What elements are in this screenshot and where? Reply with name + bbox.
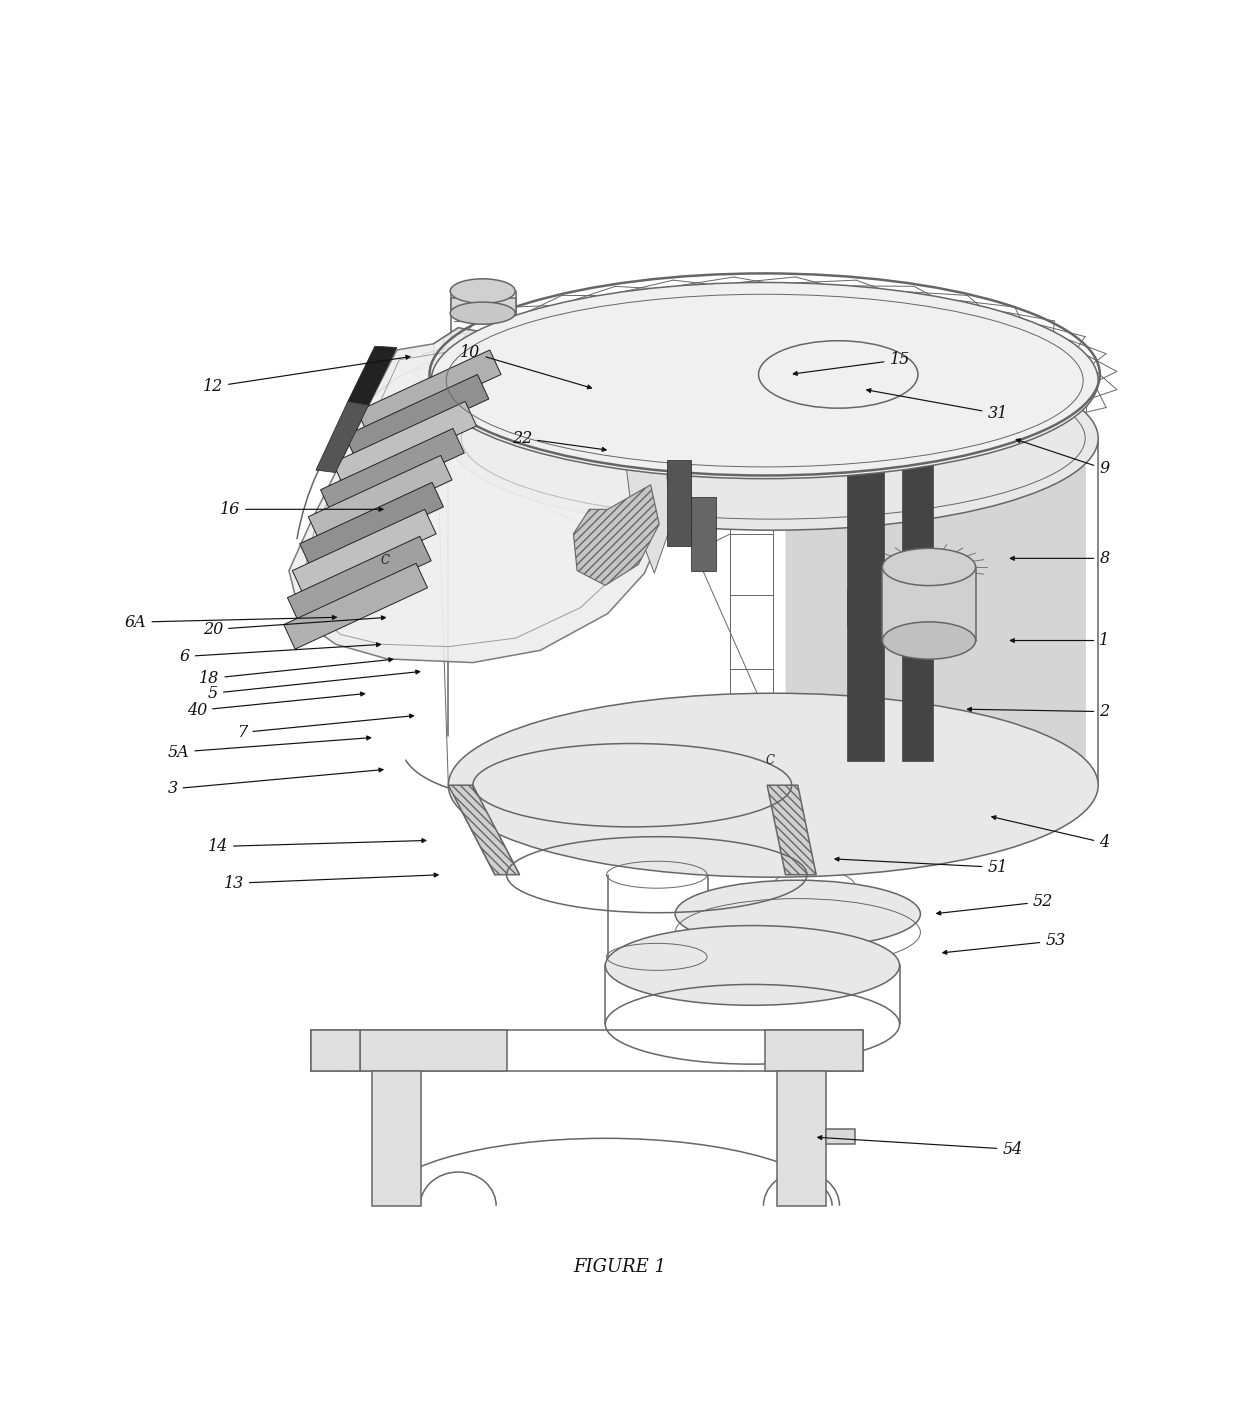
Polygon shape: [847, 460, 884, 761]
Text: C: C: [381, 555, 389, 567]
Text: 12: 12: [203, 356, 410, 395]
Text: 7: 7: [237, 714, 414, 741]
Polygon shape: [516, 344, 672, 573]
Polygon shape: [316, 401, 368, 473]
Text: 22: 22: [512, 430, 606, 452]
Polygon shape: [347, 346, 397, 405]
Text: 1: 1: [1011, 632, 1110, 649]
Polygon shape: [785, 450, 1086, 773]
Polygon shape: [360, 1030, 507, 1071]
Text: 31: 31: [867, 388, 1008, 422]
Ellipse shape: [450, 279, 515, 303]
Text: 54: 54: [818, 1136, 1023, 1158]
Polygon shape: [311, 1030, 360, 1071]
Polygon shape: [883, 567, 976, 641]
Polygon shape: [847, 588, 932, 626]
Text: 52: 52: [936, 893, 1053, 914]
Polygon shape: [357, 350, 501, 436]
Polygon shape: [293, 509, 436, 595]
Text: 4: 4: [992, 816, 1110, 851]
Text: 51: 51: [835, 858, 1008, 876]
Text: 20: 20: [203, 615, 386, 638]
Polygon shape: [332, 402, 476, 487]
Ellipse shape: [449, 346, 1099, 531]
Text: 9: 9: [1017, 439, 1110, 477]
Text: 14: 14: [208, 838, 425, 855]
Text: 40: 40: [187, 693, 365, 718]
Text: 8: 8: [1011, 550, 1110, 567]
Polygon shape: [449, 785, 520, 875]
Text: C: C: [765, 753, 774, 768]
Polygon shape: [309, 456, 453, 542]
Polygon shape: [901, 460, 932, 761]
Text: 15: 15: [794, 351, 910, 375]
Polygon shape: [826, 1129, 856, 1144]
Ellipse shape: [605, 926, 899, 1005]
Text: 53: 53: [942, 933, 1065, 954]
Text: FIGURE 1: FIGURE 1: [574, 1259, 667, 1276]
Polygon shape: [288, 536, 432, 622]
Text: 5A: 5A: [167, 737, 371, 761]
Text: 16: 16: [219, 501, 383, 518]
Polygon shape: [667, 460, 691, 546]
Polygon shape: [289, 327, 667, 663]
Text: 10: 10: [460, 344, 591, 389]
Ellipse shape: [675, 880, 920, 948]
Polygon shape: [691, 497, 715, 570]
Polygon shape: [345, 374, 489, 460]
Polygon shape: [573, 485, 660, 586]
Polygon shape: [372, 1071, 422, 1206]
Text: 6: 6: [180, 643, 381, 665]
Polygon shape: [300, 483, 444, 569]
Text: 6A: 6A: [125, 614, 336, 631]
Ellipse shape: [883, 622, 976, 659]
Text: 18: 18: [200, 658, 393, 687]
Polygon shape: [284, 563, 428, 649]
Ellipse shape: [883, 549, 976, 586]
Polygon shape: [304, 353, 647, 646]
Polygon shape: [777, 1071, 826, 1206]
Polygon shape: [451, 299, 516, 313]
Ellipse shape: [449, 693, 1099, 878]
Polygon shape: [765, 1030, 863, 1071]
Polygon shape: [768, 785, 816, 875]
Ellipse shape: [432, 282, 1099, 478]
Ellipse shape: [450, 302, 515, 325]
Polygon shape: [320, 429, 464, 514]
Text: 5: 5: [208, 670, 420, 701]
Text: 13: 13: [223, 873, 438, 892]
Text: 2: 2: [967, 703, 1110, 720]
Text: 3: 3: [167, 768, 383, 797]
